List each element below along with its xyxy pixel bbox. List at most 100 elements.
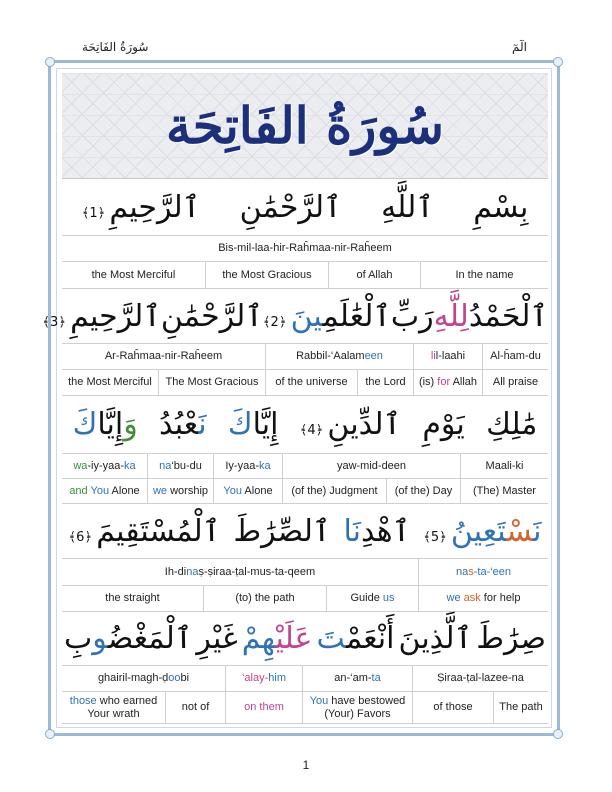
arabic-word: نَعْبُدُ	[159, 407, 207, 442]
transliteration-cell: ghairil-magh-ḍoobi	[62, 666, 225, 691]
text-segment: of the universe	[275, 376, 348, 388]
text-segment: the Most Merciful	[68, 376, 152, 388]
cell-text: You have bestowed (Your) Favors	[305, 695, 410, 721]
text-segment: إِيَّا	[252, 407, 279, 442]
verse-number-marker: ﴿1﴾	[81, 205, 110, 221]
arabic-word: ٱلْحَمْدُ	[469, 299, 548, 334]
cell-text: yaw-mid-deen	[337, 460, 406, 473]
translation-cell: on them	[225, 692, 302, 723]
arabic-word: ٱلدِّينِ ﴿4﴾	[300, 407, 401, 442]
text-segment: In the name	[455, 268, 514, 281]
text-segment: نَ	[198, 407, 207, 442]
text-segment: and	[69, 484, 88, 497]
text-segment: for	[437, 376, 451, 388]
text-segment: أَنْعَمْ	[345, 621, 395, 656]
arabic-word: ٱلَّذِينَ	[399, 621, 473, 656]
text-segment: na	[186, 565, 199, 578]
transliteration-cell: ‘alay-him	[225, 666, 302, 691]
text-segment: Ar-Raĥmaa-nir-Raĥeem	[104, 350, 223, 362]
arabic-verse-row: مَٰلِكِ يَوْمِ ٱلدِّينِ ﴿4﴾ إِيَّاكَ نَعْبُد…	[62, 396, 548, 454]
text-segment: ٱلصِّرَٰطَ	[233, 513, 331, 549]
cell-text: and You Alone	[69, 485, 139, 498]
transliteration-cell: Maali-ki	[460, 454, 548, 478]
text-segment: the straight	[105, 592, 160, 604]
text-segment: yaw-mid-deen	[336, 459, 407, 472]
text-segment: we	[446, 592, 461, 604]
arabic-word: لِلَّهِ	[434, 299, 469, 334]
text-segment: ṣ-ṣiraa-ṭal-mus-ta-qeem	[198, 565, 316, 578]
surah-title-banner: سُورَةُ الفَاتِحَة	[62, 73, 548, 179]
text-segment: (is)	[418, 376, 438, 388]
cell-text: on them	[244, 701, 284, 714]
cell-text: All praise	[493, 376, 538, 389]
text-segment: You	[90, 484, 110, 497]
text-segment: of Allah	[356, 268, 393, 281]
text-segment: not of	[181, 701, 210, 713]
arabic-verse-row: نَسْتَعِينُ ﴿5﴾ ٱهْدِنَا ٱلصِّرَٰطَ ٱلْمُسْ…	[62, 504, 548, 559]
cell-text: lil-laahi	[431, 350, 465, 363]
text-segment: we	[152, 484, 168, 497]
text-segment: bi	[180, 672, 190, 684]
cell-text: ghairil-magh-ḍoobi	[98, 672, 189, 685]
arabic-word: ٱلصِّرَٰطَ	[233, 514, 330, 549]
translation-cell: of the universe	[265, 370, 357, 395]
arabic-word: رَبِّ	[391, 299, 434, 334]
transliteration-cell: Bis-mil-laa-hir-Raĥmaa-nir-Raĥeem	[62, 236, 548, 261]
text-segment: هِمْ	[241, 621, 276, 656]
cell-text: Rabbil-‘Aalameen	[296, 350, 383, 363]
arabic-word: صِرَٰطَ	[476, 621, 546, 656]
text-segment: بِسْمِ	[473, 189, 529, 225]
text-segment: ٱلْمَغْضُ	[107, 621, 193, 656]
text-segment: een	[364, 350, 383, 362]
text-segment: him	[268, 672, 287, 684]
text-segment: (The) Master	[473, 484, 536, 497]
arabic-word: ٱلرَّحْمَٰنِ	[161, 299, 263, 334]
arabic-word: ٱلْمَغْضُوبِ	[64, 621, 192, 656]
text-segment: who earned Your wrath	[87, 694, 158, 720]
cell-text: Bis-mil-laa-hir-Raĥmaa-nir-Raĥeem	[218, 242, 392, 255]
text-segment: كَ	[72, 407, 98, 442]
text-segment: تَ	[316, 621, 346, 656]
translation-cell: The path	[493, 692, 548, 723]
translation-cell: (of the) Judgment	[282, 479, 386, 503]
cell-text: we worship	[153, 485, 208, 498]
translation-row: and You Alone we worship You Alone (of the)…	[62, 479, 548, 504]
text-segment: Maali-ki	[485, 459, 524, 472]
arabic-word: عَلَيْهِمْ	[242, 621, 313, 656]
text-segment: of those	[433, 701, 473, 713]
cell-text: (to) the path	[235, 592, 294, 605]
cell-text: The Most Gracious	[166, 376, 259, 389]
text-segment: wa	[73, 459, 88, 472]
transliteration-cell: Al-ĥam-du	[482, 344, 548, 369]
text-segment: نَا	[343, 513, 362, 549]
arabic-word: إِيَّاكَ	[228, 407, 279, 442]
arabic-word: أَنْعَمْتَ	[316, 621, 394, 656]
text-segment: مَٰلِكِ	[486, 407, 538, 442]
translation-cell: and You Alone	[62, 479, 147, 503]
text-segment: on them	[244, 701, 284, 713]
text-segment: صِرَٰطَ	[476, 621, 546, 656]
text-segment: إِيَّا	[97, 407, 124, 442]
translation-cell: (of the) Day	[386, 479, 460, 503]
transliteration-row: Ih-dinaṣ-ṣiraa-ṭal-mus-ta-qeem nas-ta-‘ee…	[62, 559, 548, 586]
text-segment: Iy-yaa-	[225, 459, 259, 472]
translation-row: the straight (to) the path Guide us we ask …	[62, 586, 548, 612]
translation-cell: of Allah	[328, 262, 420, 288]
translation-cell: (The) Master	[460, 479, 548, 503]
translation-row: the Most Merciful The Most Gracious of the…	[62, 370, 548, 396]
text-segment: ٱلرَّحْمَٰنِ	[239, 189, 342, 225]
text-segment: ٱلْمُسْتَقِيمَ	[96, 513, 221, 549]
text-segment: تَعِينُ	[450, 513, 507, 549]
text-segment: oo	[168, 672, 181, 684]
cell-text: In the name	[455, 269, 513, 282]
arabic-word: ٱلرَّحِيمِ ﴿1﴾	[82, 190, 201, 225]
cell-text: of the universe	[275, 376, 347, 389]
translation-cell: of those	[412, 692, 493, 723]
verse-number-marker: ﴿6﴾	[68, 529, 97, 545]
translation-cell: the Most Gracious	[205, 262, 328, 288]
translation-cell: those who earned Your wrath	[62, 692, 165, 723]
text-segment: na	[455, 565, 469, 578]
text-segment: li	[430, 350, 436, 362]
text-segment: ta	[371, 672, 381, 684]
transliteration-cell: yaw-mid-deen	[282, 454, 460, 478]
